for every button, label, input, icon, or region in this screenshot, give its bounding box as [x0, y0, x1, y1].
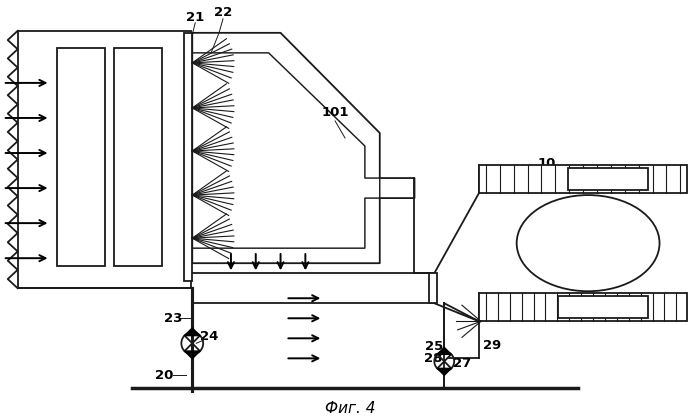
Bar [429, 273, 438, 303]
Polygon shape [185, 328, 200, 336]
Ellipse shape [517, 195, 659, 291]
Text: 29: 29 [483, 339, 501, 352]
Text: 27: 27 [453, 357, 471, 370]
Bar [18, 31, 191, 288]
Text: 22: 22 [214, 6, 232, 19]
Bar [184, 33, 192, 281]
Bar [568, 168, 648, 190]
Polygon shape [438, 347, 452, 354]
Bar [559, 296, 648, 318]
Bar [114, 48, 162, 266]
Text: 21: 21 [186, 11, 204, 24]
Bar [479, 165, 687, 193]
Polygon shape [185, 351, 200, 359]
Text: 101: 101 [321, 106, 349, 119]
Text: 25: 25 [425, 340, 444, 353]
Text: 28: 28 [424, 352, 442, 365]
Text: 23: 23 [164, 312, 183, 325]
Text: 26: 26 [491, 307, 510, 320]
Text: 20: 20 [155, 369, 174, 382]
Text: Фиг. 4: Фиг. 4 [325, 401, 375, 416]
Text: 24: 24 [200, 330, 218, 343]
Text: 10: 10 [537, 156, 556, 170]
Bar [57, 48, 105, 266]
Bar [479, 293, 687, 321]
Polygon shape [438, 368, 452, 375]
